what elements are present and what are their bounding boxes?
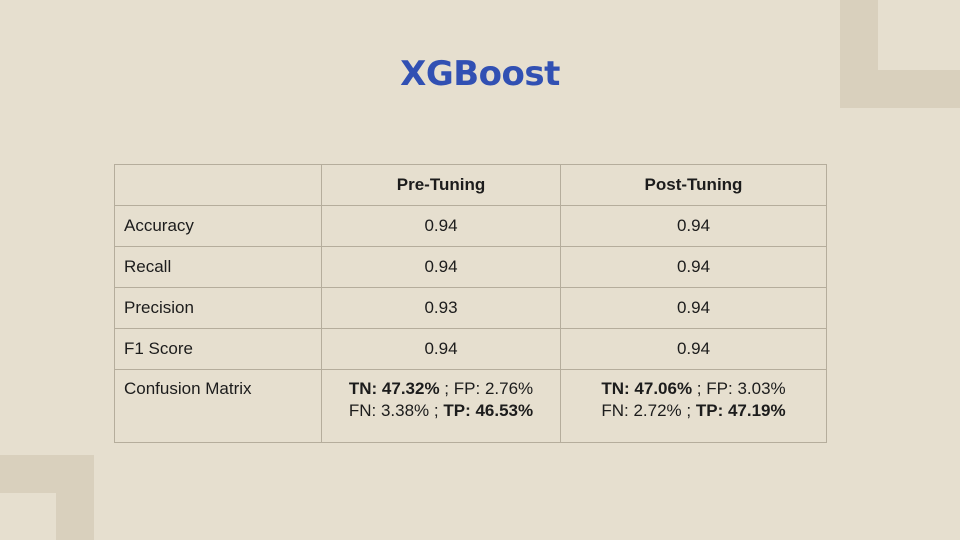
- slide-title: XGBoost: [400, 54, 560, 94]
- tn-label: TN:: [348, 379, 378, 398]
- table-row-precision: Precision 0.93 0.94: [114, 287, 827, 329]
- tn-value: 47.06%: [634, 379, 693, 398]
- fp-value: 2.76%: [484, 379, 534, 398]
- metric-label: Recall: [114, 246, 322, 288]
- tn-label: TN:: [601, 379, 630, 398]
- post-tuning-value: 0.94: [560, 205, 827, 247]
- metric-label: Precision: [114, 287, 322, 329]
- fn-value: 3.38%: [380, 401, 430, 420]
- post-tuning-value: 0.94: [560, 246, 827, 288]
- header-empty-cell: [114, 164, 322, 206]
- table-row-confusion-matrix: Confusion Matrix TN: 47.32% ; FP: 2.76% …: [114, 369, 827, 443]
- corner-decoration-bottom-left-inner: [0, 493, 56, 540]
- post-tuning-value: 0.94: [560, 328, 827, 370]
- post-tuning-value: 0.94: [560, 287, 827, 329]
- tn-value: 47.32%: [381, 379, 440, 398]
- pre-tuning-value: 0.94: [321, 328, 561, 370]
- table-row-accuracy: Accuracy 0.94 0.94: [114, 205, 827, 247]
- fn-label: FN:: [601, 401, 629, 420]
- header-post-tuning: Post-Tuning: [560, 164, 827, 206]
- confusion-line-2: FN: 3.38% ; TP: 46.53%: [348, 401, 534, 420]
- tp-label: TP:: [443, 401, 471, 420]
- table-header-row: Pre-Tuning Post-Tuning: [114, 164, 827, 206]
- fp-label: FP:: [453, 379, 481, 398]
- tp-label: TP:: [695, 401, 724, 420]
- metrics-table: Pre-Tuning Post-Tuning Accuracy 0.94 0.9…: [114, 164, 827, 443]
- confusion-line-2: FN: 2.72% ; TP: 47.19%: [601, 401, 786, 420]
- confusion-line-1: TN: 47.32% ; FP: 2.76%: [348, 379, 534, 398]
- header-pre-tuning: Pre-Tuning: [321, 164, 561, 206]
- metric-label: F1 Score: [114, 328, 322, 370]
- pre-tuning-value: 0.94: [321, 205, 561, 247]
- metric-label: Accuracy: [114, 205, 322, 247]
- pre-tuning-value: 0.93: [321, 287, 561, 329]
- table-row-f1-score: F1 Score 0.94 0.94: [114, 328, 827, 370]
- post-tuning-confusion: TN: 47.06% ; FP: 3.03% FN: 2.72% ; TP: 4…: [560, 369, 827, 443]
- table-row-recall: Recall 0.94 0.94: [114, 246, 827, 288]
- tp-value: 47.19%: [727, 401, 786, 420]
- pre-tuning-value: 0.94: [321, 246, 561, 288]
- confusion-line-1: TN: 47.06% ; FP: 3.03%: [601, 379, 786, 398]
- metric-label: Confusion Matrix: [114, 369, 322, 443]
- pre-tuning-confusion: TN: 47.32% ; FP: 2.76% FN: 3.38% ; TP: 4…: [321, 369, 561, 443]
- fp-value: 3.03%: [737, 379, 786, 398]
- fn-value: 2.72%: [633, 401, 682, 420]
- tp-value: 46.53%: [475, 401, 534, 420]
- corner-decoration-top-right-inner: [878, 0, 960, 70]
- fp-label: FP:: [706, 379, 733, 398]
- fn-label: FN:: [348, 401, 377, 420]
